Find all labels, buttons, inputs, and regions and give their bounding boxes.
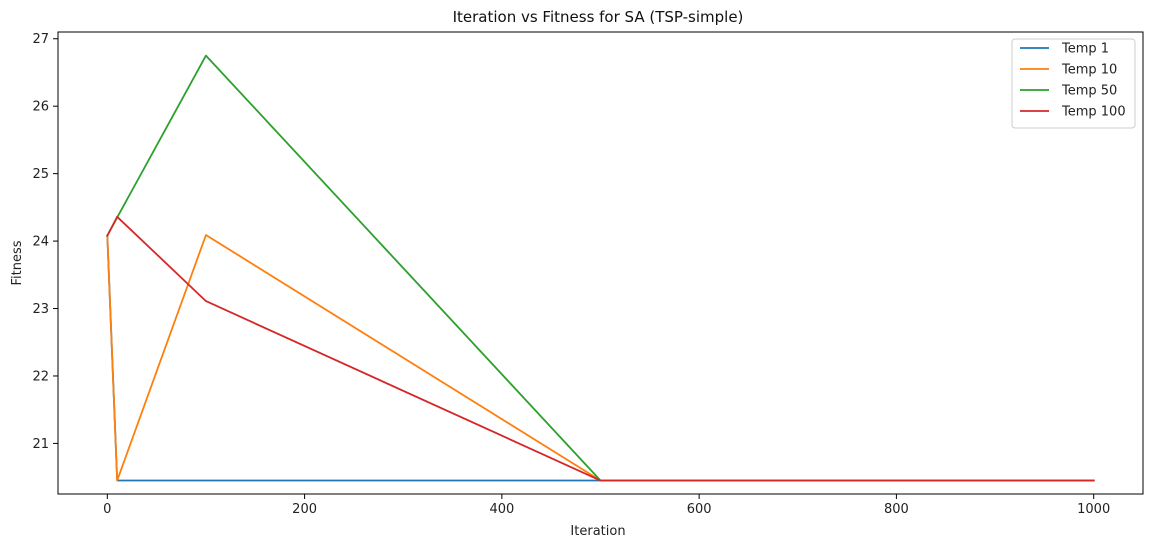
series-line-2	[106, 234, 1095, 482]
x-tick-label: 600	[687, 502, 712, 517]
chart-title: Iteration vs Fitness for SA (TSP-simple)	[453, 8, 744, 26]
x-tick-label: 800	[884, 502, 909, 517]
y-tick-label: 23	[32, 302, 49, 317]
series-layer	[106, 54, 1095, 482]
legend-box	[1011, 38, 1136, 129]
series-line-4	[106, 215, 1095, 482]
x-tick-label: 400	[489, 502, 514, 517]
legend-label-2: Temp 10	[1061, 63, 1117, 78]
series-line-3	[106, 54, 1095, 482]
series-line-1	[106, 234, 1095, 482]
legend: Temp 1 Temp 10 Temp 50 Temp 100	[1011, 38, 1136, 129]
y-tick-label: 25	[32, 167, 49, 182]
x-tick-label: 0	[103, 502, 111, 517]
x-tick-label: 200	[292, 502, 317, 517]
y-tick-label: 24	[32, 235, 49, 250]
legend-label-1: Temp 1	[1061, 42, 1109, 57]
x-axis-ticks: 0 200 400 600 800 1000	[103, 494, 1110, 517]
y-axis-ticks: 21 22 23 24 25 26 27	[32, 32, 58, 452]
x-tick-label: 1000	[1077, 502, 1110, 517]
y-tick-label: 21	[32, 437, 49, 452]
y-axis-title: Fitness	[10, 240, 25, 285]
y-tick-label: 27	[32, 32, 49, 47]
plot-frame	[57, 31, 1144, 495]
x-axis-title: Iteration	[570, 524, 625, 539]
legend-label-4: Temp 100	[1061, 105, 1126, 120]
legend-label-3: Temp 50	[1061, 84, 1117, 99]
y-tick-label: 22	[32, 369, 49, 384]
y-tick-label: 26	[32, 100, 49, 115]
